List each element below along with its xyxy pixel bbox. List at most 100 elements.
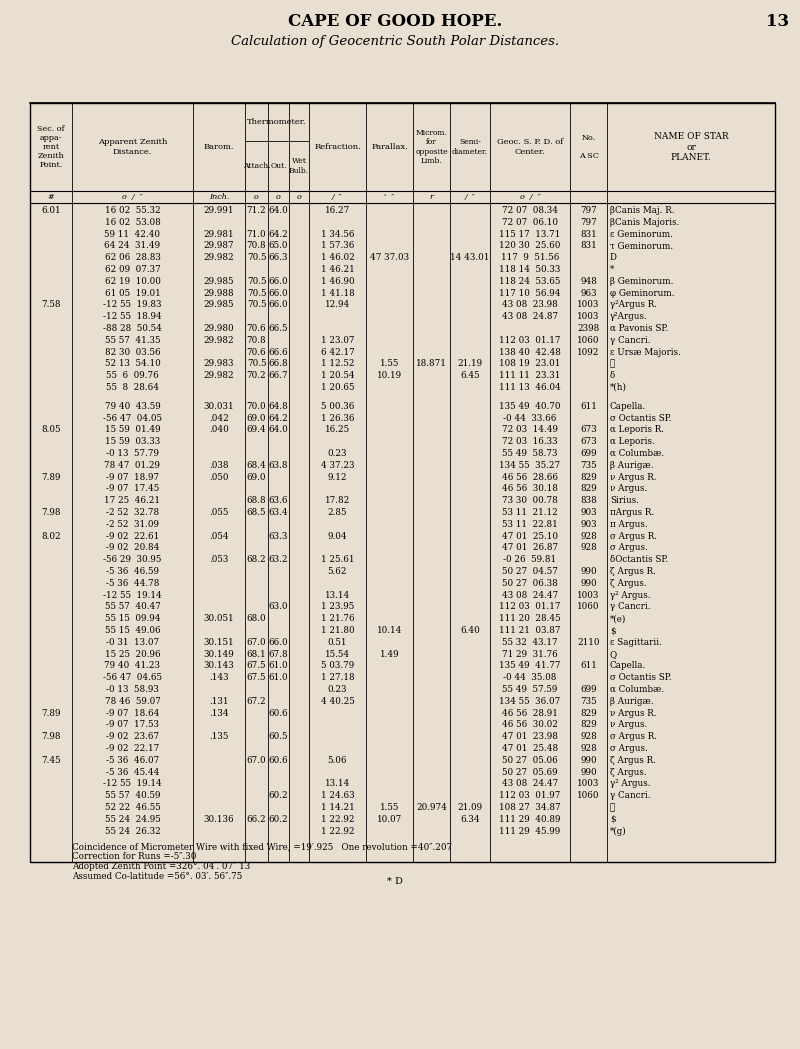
Text: 50 27  05.06: 50 27 05.06 (502, 756, 558, 765)
Text: 30.051: 30.051 (204, 615, 234, 623)
Text: -5 36  46.59: -5 36 46.59 (106, 568, 159, 576)
Text: 7.89: 7.89 (42, 473, 61, 481)
Text: ε Sagittarii.: ε Sagittarii. (610, 638, 662, 647)
Text: .038: .038 (210, 461, 229, 470)
Text: 29.991: 29.991 (204, 206, 234, 215)
Text: Barom.: Barom. (204, 143, 234, 151)
Text: 55 24  26.32: 55 24 26.32 (105, 827, 160, 836)
Text: σ Argus.: σ Argus. (610, 744, 648, 753)
Text: 70.6: 70.6 (246, 324, 266, 333)
Text: 0.23: 0.23 (328, 685, 347, 694)
Text: r: r (430, 193, 434, 201)
Text: Adopted Zenith Point =326°. 04′. 07″ 13: Adopted Zenith Point =326°. 04′. 07″ 13 (72, 862, 250, 872)
Text: γ²Argus R.: γ²Argus R. (610, 300, 657, 309)
Text: 9.04: 9.04 (328, 532, 347, 540)
Text: 53 11  21.12: 53 11 21.12 (502, 508, 558, 517)
Text: 47 01  25.10: 47 01 25.10 (502, 532, 558, 540)
Text: -9 02  20.84: -9 02 20.84 (106, 543, 159, 553)
Text: 0.23: 0.23 (328, 449, 347, 458)
Text: 67.5: 67.5 (246, 662, 266, 670)
Text: 55 15  49.06: 55 15 49.06 (105, 626, 160, 635)
Text: 29.985: 29.985 (204, 300, 234, 309)
Text: Q: Q (610, 649, 617, 659)
Text: 115 17  13.71: 115 17 13.71 (499, 230, 561, 238)
Text: ζ Argus R.: ζ Argus R. (610, 568, 656, 576)
Text: 611: 611 (580, 402, 597, 411)
Text: 15 25  20.96: 15 25 20.96 (105, 649, 160, 659)
Text: ε Ursæ Majoris.: ε Ursæ Majoris. (610, 347, 681, 357)
Text: -88 28  50.54: -88 28 50.54 (103, 324, 162, 333)
Text: 63.6: 63.6 (269, 496, 288, 506)
Text: 55 24  24.95: 55 24 24.95 (105, 815, 160, 823)
Text: .143: .143 (209, 673, 229, 682)
Text: β Geminorum.: β Geminorum. (610, 277, 674, 285)
Text: 1 25.61: 1 25.61 (321, 555, 354, 564)
Text: 829: 829 (580, 709, 597, 718)
Text: 6.40: 6.40 (460, 626, 480, 635)
Text: 2110: 2110 (578, 638, 600, 647)
Text: 29.981: 29.981 (204, 230, 234, 238)
Text: *(h): *(h) (610, 383, 627, 392)
Text: 963: 963 (580, 288, 597, 298)
Text: 61.0: 61.0 (269, 662, 288, 670)
Text: 928: 928 (580, 543, 597, 553)
Text: 928: 928 (580, 532, 597, 540)
Text: σ Octantis SP.: σ Octantis SP. (610, 413, 671, 423)
Text: Out.: Out. (270, 162, 286, 170)
Text: 1 24.63: 1 24.63 (321, 791, 354, 800)
Text: -5 36  44.78: -5 36 44.78 (106, 579, 159, 587)
Text: 18.871: 18.871 (416, 360, 447, 368)
Text: 66.0: 66.0 (269, 638, 288, 647)
Text: 5.62: 5.62 (328, 568, 347, 576)
Text: 72 03  14.49: 72 03 14.49 (502, 426, 558, 434)
Text: 13.14: 13.14 (325, 591, 350, 600)
Text: 68.8: 68.8 (246, 496, 266, 506)
Text: .135: .135 (210, 732, 229, 742)
Text: 61.0: 61.0 (269, 673, 288, 682)
Text: 6.45: 6.45 (460, 371, 480, 380)
Text: 46 56  28.66: 46 56 28.66 (502, 473, 558, 481)
Text: 1003: 1003 (578, 313, 600, 321)
Text: 0.51: 0.51 (328, 638, 347, 647)
Text: o  /  ″: o / ″ (122, 193, 143, 201)
Bar (30, 103, 775, 862)
Text: 68.4: 68.4 (246, 461, 266, 470)
Text: /  ″: / ″ (465, 193, 475, 201)
Text: 66.7: 66.7 (269, 371, 288, 380)
Text: 69.0: 69.0 (246, 413, 266, 423)
Text: 6.01: 6.01 (41, 206, 61, 215)
Text: ν Argus R.: ν Argus R. (610, 473, 657, 481)
Text: 829: 829 (580, 721, 597, 729)
Text: '  ″: ' ″ (384, 193, 394, 201)
Text: 63.3: 63.3 (269, 532, 288, 540)
Text: 135 49  41.77: 135 49 41.77 (499, 662, 561, 670)
Text: -5 36  45.44: -5 36 45.44 (106, 768, 159, 776)
Text: 1 23.07: 1 23.07 (321, 336, 354, 345)
Text: 67.5: 67.5 (246, 673, 266, 682)
Text: 611: 611 (580, 662, 597, 670)
Text: 13.14: 13.14 (325, 779, 350, 789)
Text: 1.55: 1.55 (380, 804, 399, 812)
Text: 70.5: 70.5 (246, 277, 266, 285)
Text: -0 26  59.81: -0 26 59.81 (503, 555, 557, 564)
Text: 47 01  25.48: 47 01 25.48 (502, 744, 558, 753)
Text: 67.0: 67.0 (246, 638, 266, 647)
Text: 29.983: 29.983 (204, 360, 234, 368)
Text: -56 29  30.95: -56 29 30.95 (103, 555, 162, 564)
Text: 29.988: 29.988 (204, 288, 234, 298)
Text: 55 57  40.47: 55 57 40.47 (105, 602, 161, 612)
Text: ℔: ℔ (610, 804, 615, 812)
Text: 16 02  55.32: 16 02 55.32 (105, 206, 160, 215)
Text: 990: 990 (580, 768, 597, 776)
Text: 111 29  40.89: 111 29 40.89 (499, 815, 561, 823)
Text: *(g): *(g) (610, 827, 626, 836)
Text: 66.5: 66.5 (269, 324, 288, 333)
Text: Semi-
diameter.: Semi- diameter. (452, 138, 488, 155)
Text: 8.05: 8.05 (42, 426, 61, 434)
Text: 60.6: 60.6 (269, 756, 288, 765)
Text: 838: 838 (580, 496, 597, 506)
Text: ℔: ℔ (610, 360, 615, 368)
Text: 70.5: 70.5 (246, 288, 266, 298)
Text: Microm.
for
opposite
Limb.: Microm. for opposite Limb. (415, 129, 448, 165)
Text: 55 49  57.59: 55 49 57.59 (502, 685, 558, 694)
